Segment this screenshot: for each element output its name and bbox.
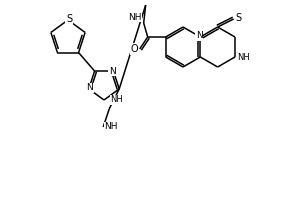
Text: N: N [86,83,93,92]
Text: NH: NH [110,96,123,104]
Text: N: N [109,67,116,76]
Text: S: S [236,13,242,23]
Text: O: O [131,44,139,54]
Text: S: S [66,14,72,24]
Text: NH: NH [237,52,250,62]
Text: NH: NH [128,13,142,22]
Text: NH: NH [104,122,118,131]
Text: N: N [196,31,203,40]
